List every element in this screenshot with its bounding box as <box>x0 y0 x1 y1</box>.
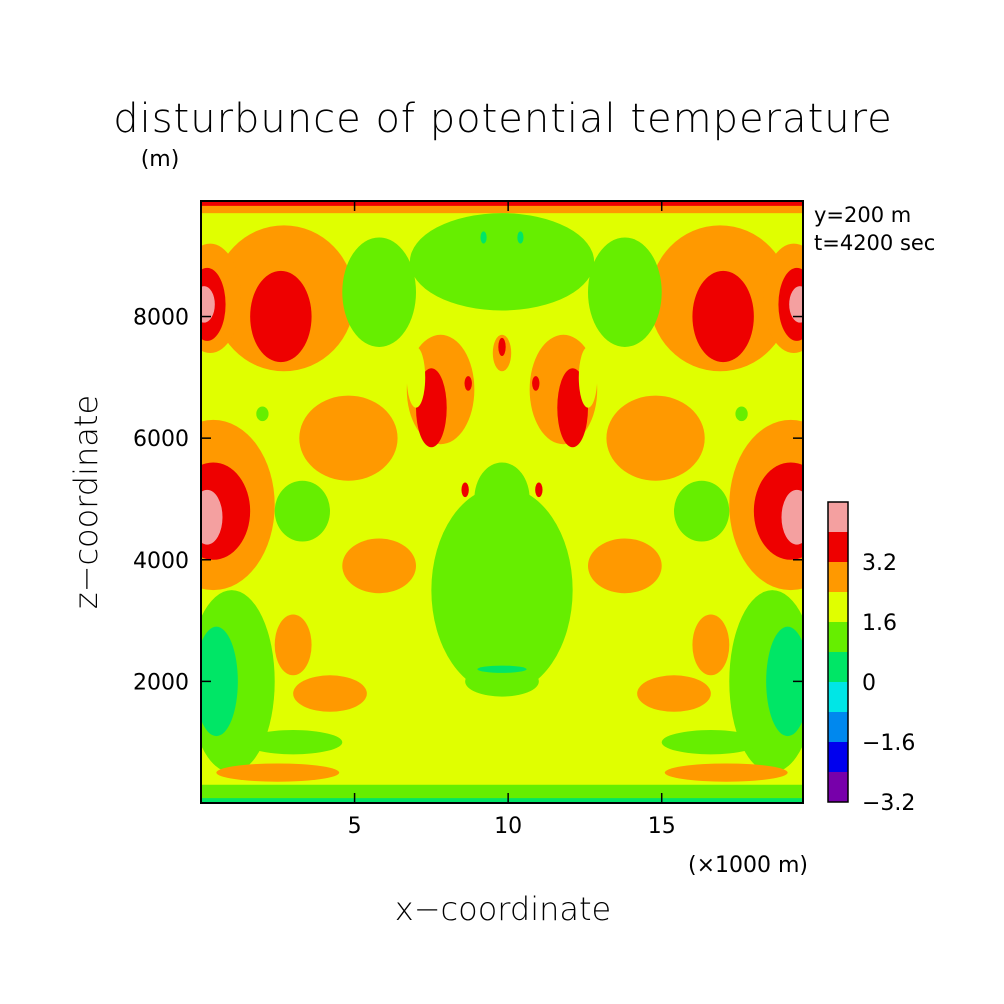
contour-region <box>256 406 269 422</box>
contour-region <box>480 231 487 244</box>
contour-region <box>692 270 754 363</box>
colorbar-tick-label: 0 <box>862 671 876 696</box>
y-tick-label: 8000 <box>133 306 189 331</box>
contour-region <box>789 286 803 323</box>
contour-region <box>201 489 223 545</box>
colorbar-tick-label: −3.2 <box>862 791 915 816</box>
contour-region <box>201 201 803 206</box>
contour-region <box>293 675 367 712</box>
contour-region <box>578 346 598 408</box>
contour-field <box>201 201 803 803</box>
contour-region <box>588 237 662 347</box>
contour-region <box>606 395 705 481</box>
contour-region <box>692 614 730 676</box>
colorbar-swatch <box>828 532 848 562</box>
colorbar-swatch <box>828 652 848 682</box>
contour-region <box>244 730 343 755</box>
contour-region <box>274 480 330 542</box>
y-tick-label: 2000 <box>133 670 189 695</box>
contour-region <box>406 346 426 408</box>
colorbar-tick-label: 3.2 <box>862 551 897 576</box>
colorbar-frame <box>827 501 849 803</box>
plot-frame <box>200 200 804 804</box>
x-axis-label: x−coordinate <box>395 890 611 928</box>
contour-region <box>674 480 730 542</box>
contour-region <box>664 763 788 782</box>
contour-region <box>498 337 506 357</box>
colorbar-tick-label: −1.6 <box>862 731 915 756</box>
colorbar-swatch <box>828 712 848 742</box>
x-axis-ticks: 5 10 15 <box>348 201 676 839</box>
colorbar-swatch <box>828 622 848 652</box>
contour-region <box>535 482 543 498</box>
chart-title: disturbunce of potential temperature <box>113 96 893 142</box>
colorbar-swatch <box>828 682 848 712</box>
contour-region <box>201 626 238 737</box>
colorbar-swatch <box>828 562 848 592</box>
contour-region <box>532 376 540 391</box>
colorbar-swatch <box>828 592 848 622</box>
contour-region <box>465 666 539 697</box>
contour-region <box>461 482 469 498</box>
contour-region <box>661 730 760 755</box>
annotation-t: t=4200 sec <box>814 231 935 255</box>
x-unit-label: (×1000 m) <box>688 853 808 878</box>
contour-region <box>216 763 340 782</box>
y-tick-label: 6000 <box>133 427 189 452</box>
y-tick-label: 4000 <box>133 549 189 574</box>
x-tick-label: 15 <box>648 814 676 839</box>
annotation-y: y=200 m <box>814 203 911 227</box>
colorbar-tick-label: 1.6 <box>862 611 897 636</box>
y-axis-label: z−coordinate <box>67 395 105 609</box>
colorbar-swatch <box>828 742 848 772</box>
contour-region <box>431 486 573 694</box>
contour-region <box>250 270 312 363</box>
x-tick-label: 10 <box>494 814 522 839</box>
y-axis-ticks: 2000 4000 6000 8000 <box>133 306 803 695</box>
contour-region <box>342 237 416 347</box>
contour-region <box>766 626 803 737</box>
contour-region <box>477 665 527 673</box>
contour-region <box>517 231 524 244</box>
contour-region <box>201 286 215 323</box>
contour-region <box>735 406 748 422</box>
contour-region <box>342 538 416 594</box>
contour-region <box>201 798 803 803</box>
contour-region <box>781 489 803 545</box>
contour-region <box>464 376 472 391</box>
contour-region <box>637 675 711 712</box>
x-tick-label: 5 <box>348 814 362 839</box>
colorbar-swatch <box>828 772 848 802</box>
contour-region <box>474 462 530 536</box>
contour-region <box>409 213 595 311</box>
contour-region <box>588 538 662 594</box>
colorbar-swatch <box>828 502 848 532</box>
contour-region <box>274 614 312 676</box>
title-unit: (m) <box>141 147 180 172</box>
contour-region <box>299 395 398 481</box>
colorbar: 3.2 1.6 0 −1.6 −3.2 <box>827 501 915 816</box>
